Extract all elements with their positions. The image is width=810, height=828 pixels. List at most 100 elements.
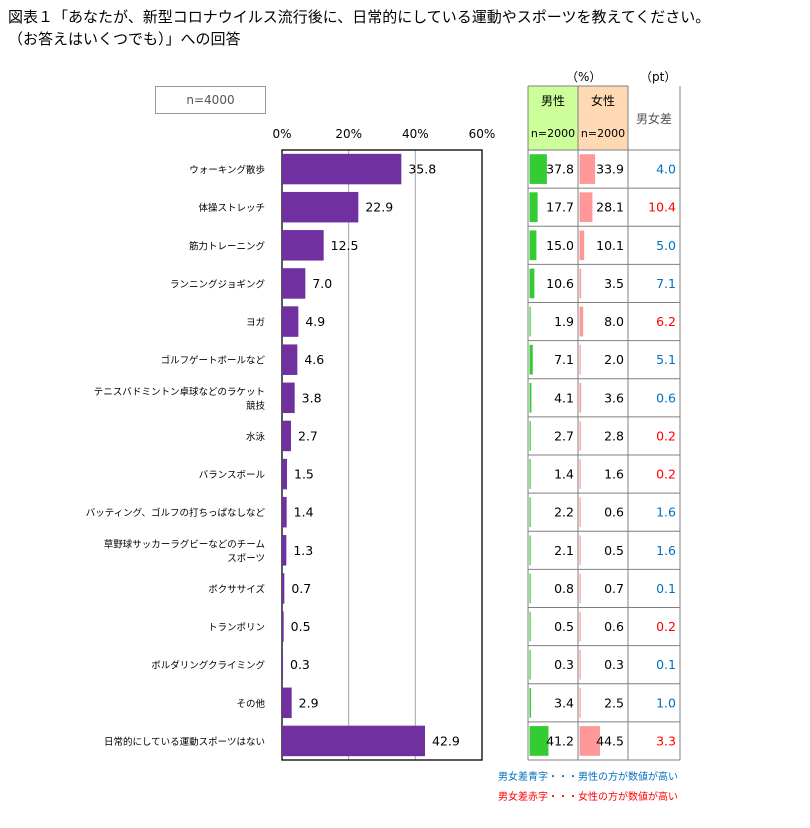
- category-label: ボクササイズ: [208, 583, 265, 595]
- female-value: 10.1: [596, 238, 624, 253]
- female-sample: n=2000: [581, 127, 625, 140]
- female-bar: [579, 459, 581, 489]
- male-bar: [529, 497, 531, 528]
- female-value: 3.5: [604, 276, 624, 291]
- category-label: 筋力トレーニング: [189, 240, 266, 252]
- female-bar: [579, 573, 581, 604]
- male-value: 4.1: [554, 390, 574, 405]
- data-label: 1.4: [294, 505, 314, 520]
- diff-value: 10.4: [648, 200, 676, 215]
- female-value: 8.0: [604, 314, 624, 329]
- male-value: 15.0: [546, 238, 574, 253]
- bar: [282, 153, 402, 185]
- male-bar: [529, 573, 531, 604]
- male-value: 0.5: [554, 619, 574, 634]
- diff-value: 3.3: [656, 733, 676, 748]
- data-label: 4.6: [304, 352, 324, 367]
- male-bar: [529, 535, 531, 566]
- bar: [282, 687, 292, 719]
- male-bar: [529, 306, 531, 337]
- bar: [282, 268, 306, 299]
- data-label: 7.0: [312, 276, 332, 291]
- female-bar: [579, 154, 596, 184]
- diff-value: 5.1: [656, 352, 676, 367]
- female-value: 33.9: [596, 162, 624, 177]
- bar: [282, 535, 287, 566]
- x-tick-label: 20%: [335, 127, 362, 141]
- female-bar: [579, 649, 581, 680]
- diff-value: 0.6: [656, 390, 676, 405]
- male-value: 0.8: [554, 581, 574, 596]
- female-header-bg: [578, 86, 628, 150]
- male-bar: [529, 382, 532, 413]
- diff-value: 0.2: [656, 428, 676, 443]
- diff-value: 0.1: [656, 657, 676, 672]
- x-tick-label: 0%: [272, 127, 291, 141]
- male-bar: [529, 154, 547, 184]
- male-bar: [529, 649, 531, 680]
- male-sample: n=2000: [531, 127, 575, 140]
- male-bar: [529, 459, 531, 489]
- male-value: 41.2: [546, 733, 574, 748]
- note-blue: 男女差青字・・・男性の方が数値が高い: [498, 772, 678, 783]
- data-label: 1.5: [294, 467, 314, 482]
- data-label: 4.9: [305, 314, 325, 329]
- female-value: 2.0: [604, 352, 624, 367]
- female-bar: [579, 230, 585, 261]
- diff-value: 1.6: [656, 543, 676, 558]
- female-value: 28.1: [596, 200, 624, 215]
- diff-value: 6.2: [656, 314, 676, 329]
- bar: [282, 306, 299, 337]
- chart-title: 図表１「あなたが、新型コロナウイルス流行後に、日常的にしている運動やスポーツを教…: [8, 6, 710, 50]
- female-bar: [579, 687, 581, 718]
- male-value: 2.7: [554, 428, 574, 443]
- x-tick-label: 40%: [402, 127, 429, 141]
- male-header: 男性: [541, 94, 565, 108]
- bar: [282, 382, 295, 414]
- data-label: 0.3: [290, 657, 310, 672]
- category-label: ヨガ: [246, 318, 265, 329]
- bar: [282, 573, 285, 604]
- female-bar: [579, 268, 582, 299]
- female-bar: [579, 497, 581, 528]
- category-label: バランスボール: [199, 470, 266, 481]
- male-value: 0.3: [554, 657, 574, 672]
- female-bar: [579, 306, 584, 337]
- female-bar: [579, 726, 600, 756]
- category-label: ゴルフゲートボールなど: [161, 355, 266, 367]
- male-value: 7.1: [554, 352, 574, 367]
- bar: [282, 420, 291, 452]
- diff-value: 0.2: [656, 467, 676, 482]
- bar: [282, 344, 298, 375]
- category-label: 水泳: [246, 431, 266, 443]
- male-bar: [529, 687, 532, 718]
- unit-point-label: （pt）: [640, 70, 677, 84]
- bar: [282, 649, 283, 680]
- category-label: 体操ストレッチ: [198, 202, 265, 214]
- male-value: 2.2: [554, 505, 574, 520]
- female-value: 44.5: [596, 733, 624, 748]
- diff-value: 5.0: [656, 238, 676, 253]
- male-value: 17.7: [546, 200, 574, 215]
- male-header-bg: [528, 86, 578, 150]
- bar: [282, 725, 425, 757]
- bar: [282, 230, 324, 261]
- diff-value: 0.1: [656, 581, 676, 596]
- male-value: 1.9: [554, 314, 574, 329]
- female-bar: [579, 382, 582, 413]
- data-label: 2.9: [299, 695, 319, 710]
- data-label: 2.7: [298, 428, 318, 443]
- male-bar: [529, 726, 549, 756]
- female-bar: [579, 192, 593, 223]
- female-value: 3.6: [604, 390, 624, 405]
- plot-frame: [281, 149, 483, 761]
- male-bar: [529, 192, 538, 223]
- category-label: スポーツ: [227, 553, 265, 564]
- category-label: テニスバドミントン卓球などのラケット: [94, 386, 265, 398]
- bar: [282, 458, 287, 490]
- data-label: 42.9: [432, 733, 460, 748]
- data-label: 35.8: [408, 162, 436, 177]
- note-red: 男女差赤字・・・女性の方が数値が高い: [498, 792, 678, 803]
- male-value: 10.6: [546, 276, 574, 291]
